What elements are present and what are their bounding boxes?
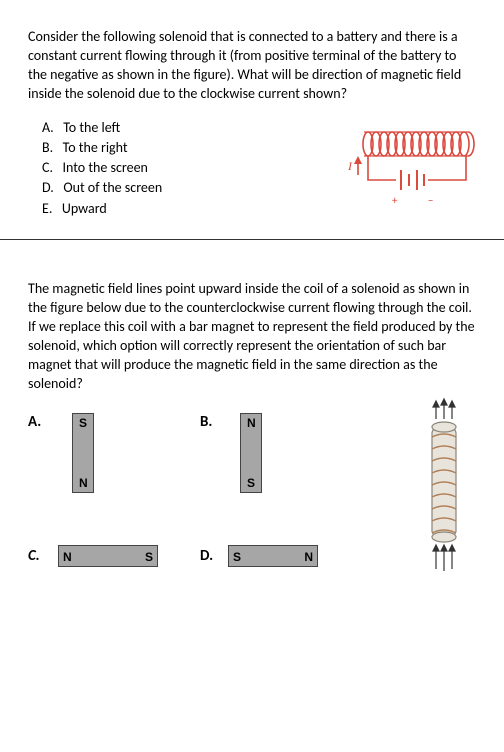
pole-a-top: S xyxy=(79,416,87,430)
pole-c-right: S xyxy=(145,550,153,564)
question-2: The magnetic field lines point upward in… xyxy=(0,240,504,627)
q2-text: The magnetic field lines point upward in… xyxy=(28,280,476,393)
q2-label-b: B. xyxy=(200,413,212,431)
pole-b-top: N xyxy=(247,416,256,430)
q2-bar-d: S N xyxy=(228,545,318,567)
svg-text:I: I xyxy=(347,159,353,173)
q1-text: Consider the following solenoid that is … xyxy=(28,28,476,104)
vertical-solenoid-diagram xyxy=(406,397,476,577)
pole-b-bottom: S xyxy=(247,476,255,490)
svg-text:−: − xyxy=(428,194,433,207)
q2-label-d: D. xyxy=(200,547,213,565)
svg-text:+: + xyxy=(392,194,398,207)
pole-c-left: N xyxy=(63,550,72,564)
pole-d-right: N xyxy=(304,550,313,564)
q2-answers: A. S N B. N S C. N S D. S N xyxy=(28,407,476,607)
pole-d-left: S xyxy=(233,550,241,564)
q2-bar-b: N S xyxy=(240,413,262,493)
solenoid-battery-diagram: I + − xyxy=(336,130,476,210)
q2-label-c: C. xyxy=(28,547,40,565)
pole-a-bottom: N xyxy=(79,476,88,490)
q2-bar-c: N S xyxy=(58,545,158,567)
q2-label-a: A. xyxy=(28,413,41,431)
question-1: Consider the following solenoid that is … xyxy=(0,0,504,239)
q2-bar-a: S N xyxy=(72,413,94,493)
